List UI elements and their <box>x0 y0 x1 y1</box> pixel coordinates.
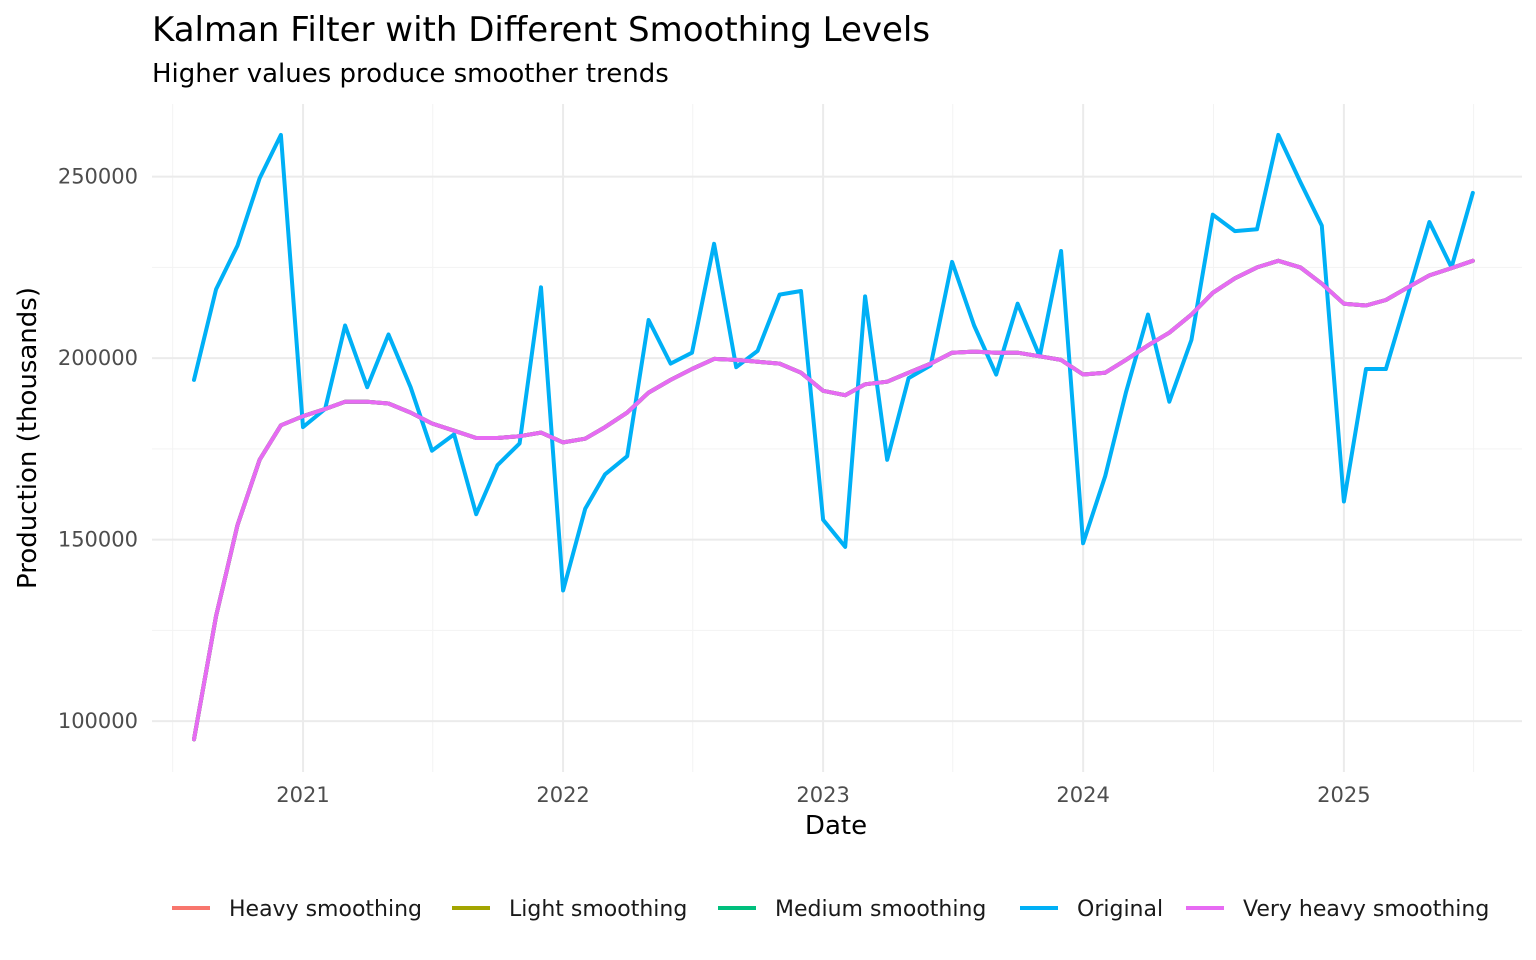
x-tick-label: 2021 <box>276 783 329 807</box>
x-tick-label: 2024 <box>1056 783 1109 807</box>
legend-label-light-smoothing: Light smoothing <box>509 897 687 922</box>
x-axis-ticks: 2021 2022 2023 2024 2025 <box>276 783 1370 807</box>
x-tick-label: 2023 <box>796 783 849 807</box>
chart-subtitle: Higher values produce smoother trends <box>152 59 669 89</box>
series-line-medium-smoothing <box>192 258 1475 742</box>
legend-label-medium-smoothing: Medium smoothing <box>775 897 986 922</box>
y-tick-label: 250000 <box>58 165 138 189</box>
x-tick-label: 2025 <box>1317 783 1370 807</box>
y-tick-label: 100000 <box>58 709 138 733</box>
legend-label-heavy-smoothing: Heavy smoothing <box>229 897 422 922</box>
y-tick-label: 200000 <box>58 346 138 370</box>
x-tick-label: 2022 <box>536 783 589 807</box>
series-line-light-smoothing <box>192 258 1475 742</box>
grid <box>152 104 1522 772</box>
chart-title: Kalman Filter with Different Smoothing L… <box>152 10 930 50</box>
legend-label-very-heavy-smoothing: Very heavy smoothing <box>1243 897 1489 922</box>
y-axis-title: Production (thousands) <box>13 287 43 589</box>
series-lines <box>192 132 1475 742</box>
x-axis-title: Date <box>805 811 867 841</box>
y-tick-label: 150000 <box>58 528 138 552</box>
series-line-original <box>192 132 1475 593</box>
legend-label-original: Original <box>1077 897 1163 922</box>
series-line-heavy-smoothing <box>192 258 1475 742</box>
legend: Heavy smoothing Light smoothing Medium smo… <box>172 897 1489 922</box>
series-line-very-heavy-smoothing <box>192 258 1475 742</box>
y-axis-ticks: 100000 150000 200000 250000 <box>58 165 138 734</box>
